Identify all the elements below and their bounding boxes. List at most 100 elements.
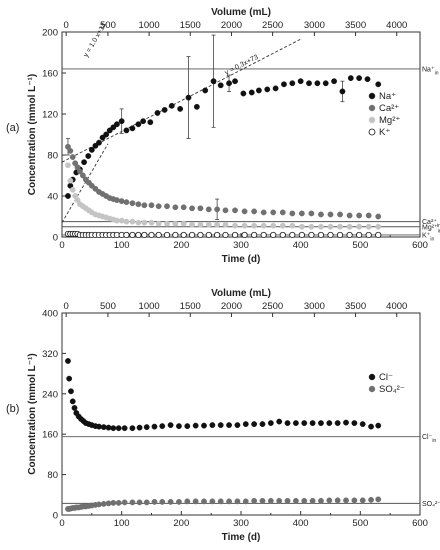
data-point xyxy=(155,203,162,210)
data-point xyxy=(289,231,296,239)
data-point xyxy=(375,422,382,429)
data-point xyxy=(356,75,363,82)
data-point xyxy=(242,498,249,505)
data-point xyxy=(155,220,162,227)
data-point xyxy=(232,222,238,229)
data-point xyxy=(234,422,241,429)
data-point xyxy=(100,500,107,507)
data-point xyxy=(326,497,333,504)
reference-line-name: Mg²⁺ xyxy=(422,223,438,231)
data-point xyxy=(309,497,316,504)
data-point xyxy=(135,201,142,208)
data-point xyxy=(331,78,337,85)
data-point xyxy=(202,87,209,94)
data-point xyxy=(118,118,125,125)
data-point xyxy=(136,424,143,431)
series-3 xyxy=(64,230,382,239)
data-point xyxy=(267,497,274,504)
data-point xyxy=(205,231,212,239)
x-tick-label: 0 xyxy=(59,518,64,529)
data-point xyxy=(232,78,238,85)
top-tick-label: 0 xyxy=(64,20,69,31)
reference-line-name: Na⁺ xyxy=(422,65,435,73)
data-point xyxy=(289,210,296,217)
data-point xyxy=(365,212,372,219)
data-point xyxy=(259,421,266,427)
data-point xyxy=(317,231,325,239)
data-point xyxy=(129,218,136,225)
x-tick-label: 400 xyxy=(293,518,309,529)
data-point xyxy=(226,80,232,87)
data-point xyxy=(308,210,315,217)
data-point xyxy=(326,420,333,426)
data-point xyxy=(309,420,316,426)
top-tick-label: 1000 xyxy=(139,20,160,31)
data-point xyxy=(365,223,372,230)
data-point xyxy=(336,231,344,239)
data-point xyxy=(279,222,286,229)
data-point xyxy=(103,131,110,138)
y-tick-label: 400 xyxy=(42,309,58,320)
x-tick-label: 0 xyxy=(59,240,64,251)
data-point xyxy=(301,497,308,504)
data-point xyxy=(251,208,258,215)
data-point xyxy=(241,222,248,229)
fit-line xyxy=(62,143,109,223)
data-point xyxy=(217,498,224,505)
data-point xyxy=(197,221,204,228)
y-axis-label: Concentration (mmol L⁻¹) xyxy=(27,74,38,195)
data-point xyxy=(141,231,148,239)
data-point xyxy=(251,497,258,504)
data-point xyxy=(129,231,136,239)
data-point xyxy=(129,125,136,132)
data-point xyxy=(343,419,349,426)
data-point xyxy=(123,218,130,225)
data-point xyxy=(279,231,286,239)
data-point xyxy=(226,422,232,429)
data-point xyxy=(375,81,382,88)
data-point xyxy=(172,204,179,211)
data-point xyxy=(351,497,358,504)
top-tick-label: 3000 xyxy=(304,301,325,312)
data-point xyxy=(168,102,175,109)
data-point xyxy=(161,107,168,113)
data-point xyxy=(276,418,283,425)
top-x-axis-label: Volume (mL) xyxy=(211,7,271,18)
reference-line-sub: in xyxy=(438,228,440,234)
data-point xyxy=(65,193,71,199)
data-point xyxy=(77,168,83,175)
reference-line-label: Mg²⁺in xyxy=(422,223,440,234)
data-point xyxy=(65,162,71,169)
data-point xyxy=(270,222,277,229)
x-tick-label: 300 xyxy=(233,240,249,251)
legend-marker xyxy=(368,373,376,381)
data-point xyxy=(356,212,363,219)
data-point xyxy=(148,202,155,209)
top-tick-label: 1500 xyxy=(180,301,201,312)
data-point xyxy=(365,231,372,239)
data-point xyxy=(301,420,308,426)
data-point xyxy=(123,127,130,134)
data-point xyxy=(217,82,224,89)
data-point xyxy=(318,420,324,426)
data-point xyxy=(259,497,266,504)
data-point xyxy=(110,499,117,506)
data-point xyxy=(356,223,363,230)
data-point xyxy=(281,81,287,88)
x-tick-label: 100 xyxy=(114,518,130,529)
data-point xyxy=(184,498,191,505)
data-point xyxy=(113,121,120,128)
y-tick-label: 240 xyxy=(42,389,58,400)
data-point xyxy=(314,80,321,87)
reference-line-label: Na⁺in xyxy=(422,65,439,76)
x-tick-label: 100 xyxy=(114,240,130,251)
data-point xyxy=(96,501,102,508)
reference-line-name: Cl⁻ xyxy=(422,434,433,441)
data-point xyxy=(234,498,241,505)
data-point xyxy=(167,498,174,505)
data-point xyxy=(180,220,187,227)
data-point xyxy=(241,231,248,239)
data-point xyxy=(359,421,366,427)
data-point xyxy=(214,206,221,213)
data-point xyxy=(118,198,125,205)
